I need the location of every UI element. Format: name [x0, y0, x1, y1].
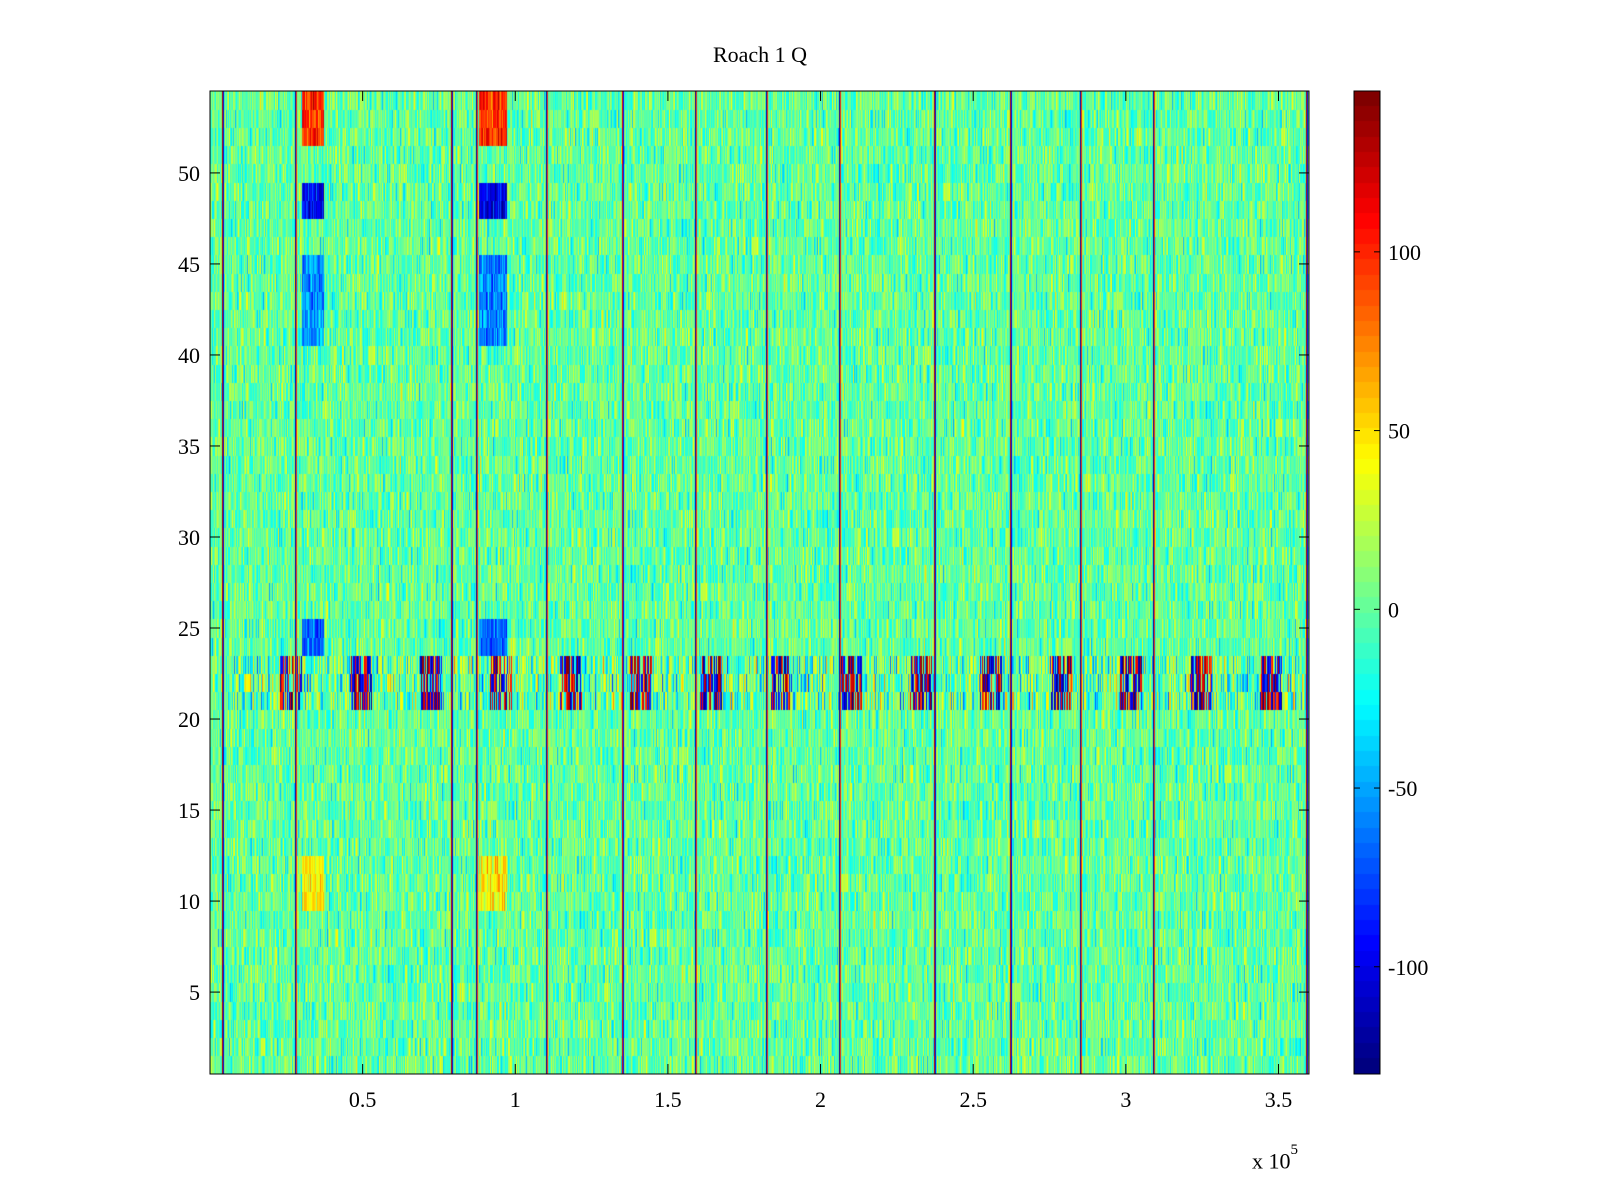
y-tick-label: 5 — [189, 980, 200, 1005]
y-tick-label: 25 — [178, 616, 200, 641]
x-tick-label: 2 — [815, 1087, 826, 1112]
x-tick-label: 3 — [1120, 1087, 1131, 1112]
y-tick-label: 35 — [178, 434, 200, 459]
y-tick-label: 45 — [178, 252, 200, 277]
x-multiplier-text: x 10 — [1252, 1148, 1291, 1174]
x-multiplier-exponent: 5 — [1290, 1142, 1299, 1158]
x-axis-multiplier: x 105 — [1252, 1142, 1298, 1174]
heatmap-image — [210, 91, 1309, 1074]
chart-title: Roach 1 Q — [712, 42, 808, 67]
y-tick-label: 40 — [178, 343, 200, 368]
x-tick-label: 1 — [510, 1087, 521, 1112]
y-tick-label: 10 — [178, 889, 200, 914]
y-tick-label: 15 — [178, 798, 200, 823]
x-tick-label: 1.5 — [654, 1087, 682, 1112]
x-tick-label: 3.5 — [1265, 1087, 1293, 1112]
y-tick-label: 20 — [178, 707, 200, 732]
y-tick-label: 50 — [178, 161, 200, 186]
colorbar-gradient — [1354, 91, 1380, 1074]
plot-frame — [209, 90, 1310, 1075]
x-tick-label: 0.5 — [349, 1087, 377, 1112]
y-tick-label: 30 — [178, 525, 200, 550]
x-tick-label: 2.5 — [959, 1087, 987, 1112]
